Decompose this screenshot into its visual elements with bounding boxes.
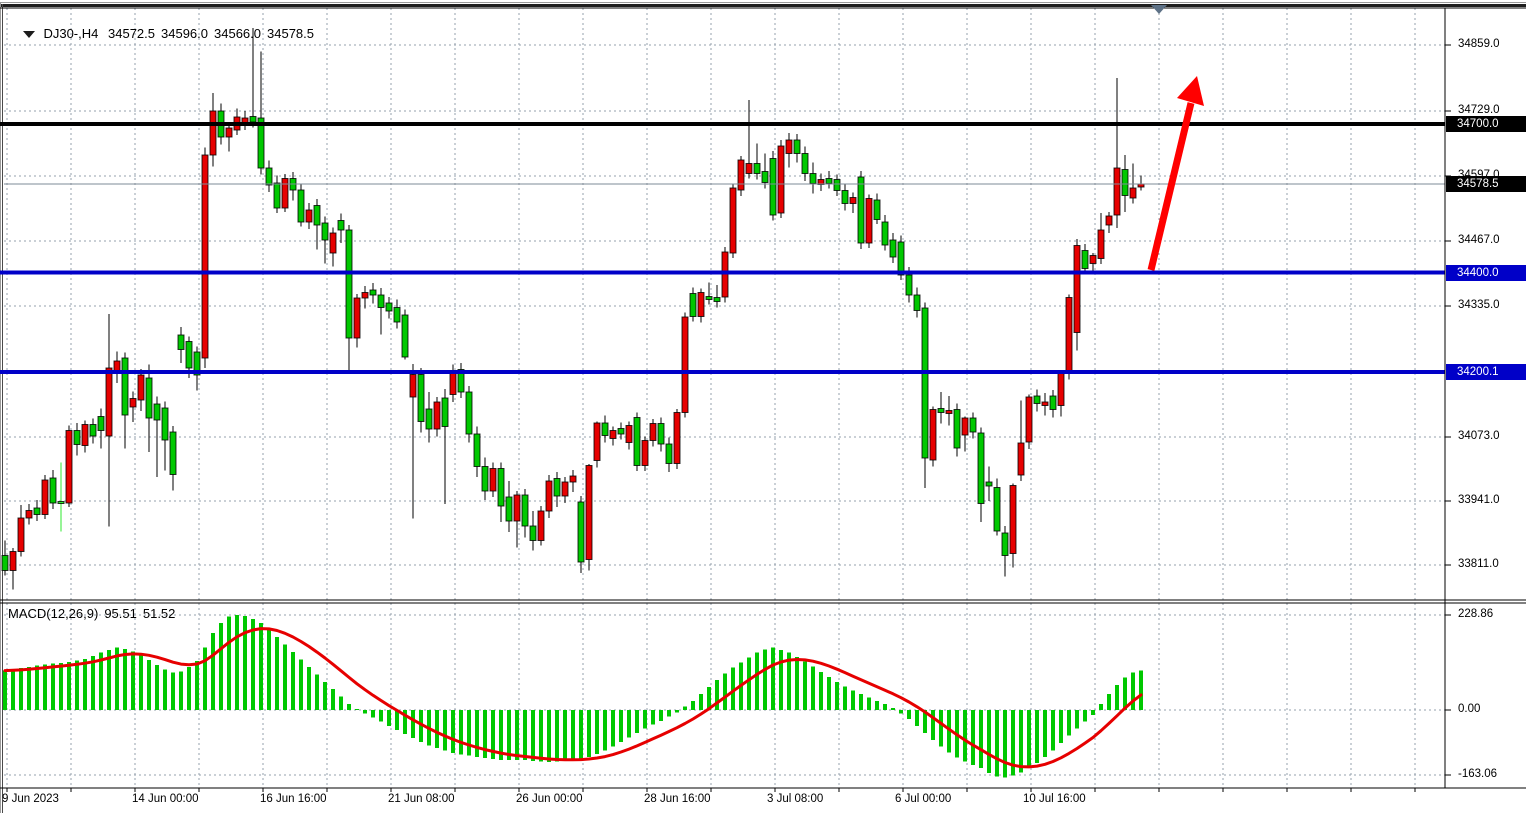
macd-histogram — [3, 614, 1143, 778]
price-tick-label: 33811.0 — [1458, 558, 1499, 570]
macd-tick-label: 0.00 — [1458, 703, 1481, 715]
time-axis-label: 26 Jun 00:00 — [516, 793, 583, 805]
window-left-border — [0, 2, 1, 813]
window-top-border — [0, 2, 1526, 3]
price-tick-label: 34859.0 — [1458, 38, 1500, 50]
panel-borders — [0, 7, 1526, 792]
macd-signal-value: 51.52 — [142, 606, 176, 621]
symbol-dropdown-icon[interactable] — [23, 31, 36, 39]
price-tick-label: 34073.0 — [1458, 430, 1500, 442]
time-axis-label: 6 Jul 00:00 — [895, 793, 952, 805]
chart-shift-marker-icon[interactable] — [1151, 5, 1167, 14]
macd-signal-line — [3, 627, 1143, 769]
time-axis-label: 9 Jun 2023 — [2, 793, 59, 805]
macd-indicator-label: MACD(12,26,9) 95.51 51.52 — [8, 606, 181, 621]
candles-layer[interactable] — [1, 28, 1145, 590]
quote-high: 34596.0 — [161, 26, 208, 41]
macd-tick-label: 228.86 — [1458, 608, 1494, 620]
price-tick-label: 34335.0 — [1458, 299, 1500, 311]
price-tick-label: 34467.0 — [1458, 234, 1500, 246]
time-axis-label: 14 Jun 00:00 — [132, 793, 199, 805]
price-tick-label: 33941.0 — [1458, 494, 1500, 506]
grid-layer — [4, 8, 1445, 788]
time-axis-label: 28 Jun 16:00 — [644, 793, 711, 805]
macd-main-value: 95.51 — [104, 606, 137, 621]
symbol-period-label: DJ30-,H4 — [43, 26, 99, 41]
trend-arrow[interactable] — [1147, 76, 1204, 271]
time-axis-label: 16 Jun 16:00 — [260, 793, 327, 805]
price-tick-label: 34729.0 — [1458, 104, 1500, 116]
quote-open: 34572.5 — [108, 26, 155, 41]
price-badge-34200.1: 34200.1 — [1446, 364, 1526, 380]
price-badge-34400.0: 34400.0 — [1446, 265, 1526, 281]
time-axis-label: 10 Jul 16:00 — [1023, 793, 1086, 805]
quote-close: 34578.5 — [267, 26, 314, 41]
quote-low: 34566.0 — [214, 26, 261, 41]
window-left-border-dark — [2, 4, 3, 813]
price-badge-34578.5: 34578.5 — [1446, 176, 1526, 192]
macd-tick-label: -163.06 — [1458, 768, 1498, 780]
chart-title: DJ30-,H4 34572.5 34596.0 34566.0 34578.5 — [9, 11, 320, 56]
macd-name: MACD(12,26,9) — [8, 606, 99, 621]
time-axis-label: 3 Jul 08:00 — [767, 793, 824, 805]
window-top-border-dark — [0, 4, 1526, 7]
time-axis-label: 21 Jun 08:00 — [388, 793, 455, 805]
price-badge-34700.0: 34700.0 — [1446, 116, 1526, 132]
